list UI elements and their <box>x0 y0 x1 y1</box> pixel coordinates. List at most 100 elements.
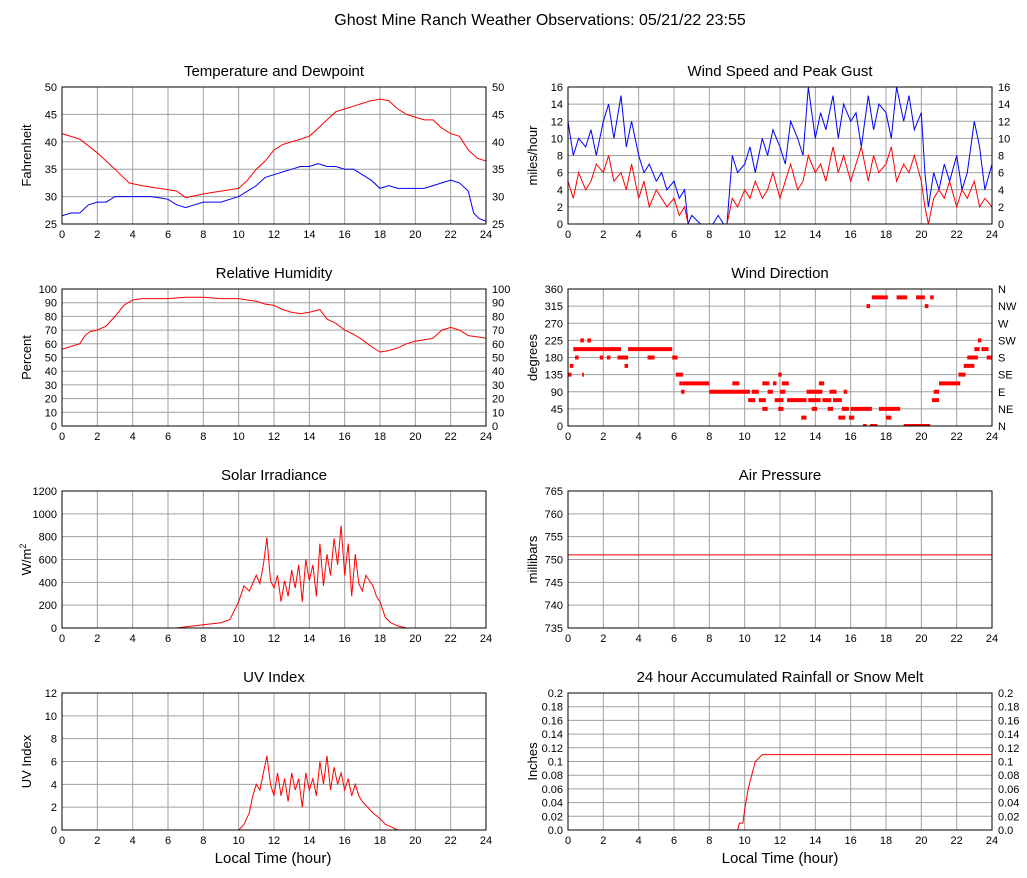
right-tick-label: 35 <box>492 164 504 176</box>
x-tick-label: 6 <box>165 229 171 241</box>
x-tick-label: 12 <box>774 229 786 241</box>
x-tick-label: 2 <box>94 229 100 241</box>
right-tick-label: 0.2 <box>998 688 1013 700</box>
y-tick-label: 740 <box>545 600 563 612</box>
chart-title: Air Pressure <box>739 467 822 484</box>
y-tick-label: 4 <box>51 779 57 791</box>
x-tick-label: 12 <box>774 431 786 443</box>
x-tick-label: 20 <box>409 835 421 847</box>
x-tick-label: 22 <box>951 633 963 645</box>
y-tick-label: 225 <box>545 335 563 347</box>
y-tick-label: 270 <box>545 318 563 330</box>
x-tick-label: 16 <box>845 835 857 847</box>
x-tick-label: 14 <box>303 633 315 645</box>
y-axis-label-text: Percent <box>19 335 34 380</box>
y-tick-label: 60 <box>45 339 57 351</box>
x-tick-label: 14 <box>303 229 315 241</box>
y-tick-label: 0 <box>557 421 563 433</box>
x-tick-label: 6 <box>671 835 677 847</box>
y-tick-label: 315 <box>545 301 563 313</box>
y-tick-label: 40 <box>45 366 57 378</box>
x-tick-label: 24 <box>986 835 998 847</box>
x-tick-label: 10 <box>739 835 751 847</box>
y-axis-label-superscript: 2 <box>18 544 28 549</box>
y-tick-label: 70 <box>45 325 57 337</box>
y-tick-label: 6 <box>51 757 57 769</box>
x-tick-label: 0 <box>59 431 65 443</box>
x-tick-label: 8 <box>200 835 206 847</box>
right-tick-label: N <box>998 421 1006 433</box>
series-line-0 <box>568 754 992 830</box>
y-tick-label: 2 <box>51 802 57 814</box>
right-tick-label: N <box>998 284 1006 296</box>
y-tick-label: 45 <box>551 404 563 416</box>
right-tick-label: 0.02 <box>998 811 1019 823</box>
right-tick-label: 30 <box>492 192 504 204</box>
plot-frame <box>567 692 993 831</box>
y-tick-label: 0.06 <box>542 784 563 796</box>
x-tick-label: 6 <box>671 431 677 443</box>
x-tick-label: 12 <box>774 835 786 847</box>
x-tick-label: 22 <box>951 835 963 847</box>
right-tick-label: 20 <box>492 394 504 406</box>
x-tick-label: 22 <box>951 431 963 443</box>
y-axis-label: miles/hour <box>525 125 540 186</box>
x-tick-label: 0 <box>565 229 571 241</box>
right-tick-label: 70 <box>492 325 504 337</box>
chart-title: Solar Irradiance <box>221 467 327 484</box>
y-tick-label: 50 <box>45 82 57 94</box>
y-tick-label: 745 <box>545 577 563 589</box>
x-axis-label-right: Local Time (hour) <box>722 850 839 867</box>
x-tick-label: 2 <box>94 633 100 645</box>
right-tick-label: 16 <box>998 82 1010 94</box>
x-tick-label: 12 <box>774 633 786 645</box>
x-axis-label-left: Local Time (hour) <box>215 850 332 867</box>
y-tick-label: 50 <box>45 353 57 365</box>
x-tick-label: 6 <box>165 633 171 645</box>
y-tick-label: 0.16 <box>542 715 563 727</box>
plot-frame <box>567 490 993 629</box>
x-tick-label: 6 <box>165 431 171 443</box>
y-tick-label: 20 <box>45 394 57 406</box>
x-tick-label: 18 <box>880 229 892 241</box>
y-tick-label: 12 <box>45 688 57 700</box>
y-tick-label: 30 <box>45 192 57 204</box>
y-tick-label: 800 <box>39 532 57 544</box>
right-tick-label: W <box>998 318 1009 330</box>
x-tick-label: 10 <box>233 835 245 847</box>
x-tick-label: 8 <box>706 835 712 847</box>
x-tick-label: 4 <box>130 633 136 645</box>
right-tick-label: E <box>998 387 1005 399</box>
right-tick-label: 90 <box>492 298 504 310</box>
y-tick-label: 600 <box>39 555 57 567</box>
x-tick-label: 6 <box>671 633 677 645</box>
x-tick-label: 24 <box>480 431 492 443</box>
x-tick-label: 10 <box>739 431 751 443</box>
y-tick-label: 100 <box>39 284 57 296</box>
right-tick-label: S <box>998 353 1005 365</box>
y-axis-label-text: millibars <box>525 535 540 583</box>
y-tick-label: 0.12 <box>542 743 563 755</box>
plot-frame <box>61 86 487 225</box>
x-tick-label: 12 <box>268 835 280 847</box>
y-tick-label: 0.0 <box>548 825 563 837</box>
y-axis-label-text: degrees <box>525 334 540 381</box>
x-tick-label: 8 <box>200 633 206 645</box>
x-tick-label: 20 <box>409 431 421 443</box>
x-tick-label: 2 <box>600 229 606 241</box>
x-tick-label: 4 <box>636 633 642 645</box>
x-tick-label: 14 <box>809 835 821 847</box>
series-line-0 <box>62 98 486 199</box>
x-tick-label: 8 <box>200 431 206 443</box>
right-tick-label: 10 <box>998 133 1010 145</box>
right-tick-label: 0.14 <box>998 729 1019 741</box>
y-axis-label: UV Index <box>19 734 34 788</box>
x-tick-label: 20 <box>409 229 421 241</box>
x-tick-label: 16 <box>339 835 351 847</box>
x-tick-label: 2 <box>600 633 606 645</box>
right-tick-label: NE <box>998 404 1013 416</box>
x-tick-label: 24 <box>986 431 998 443</box>
